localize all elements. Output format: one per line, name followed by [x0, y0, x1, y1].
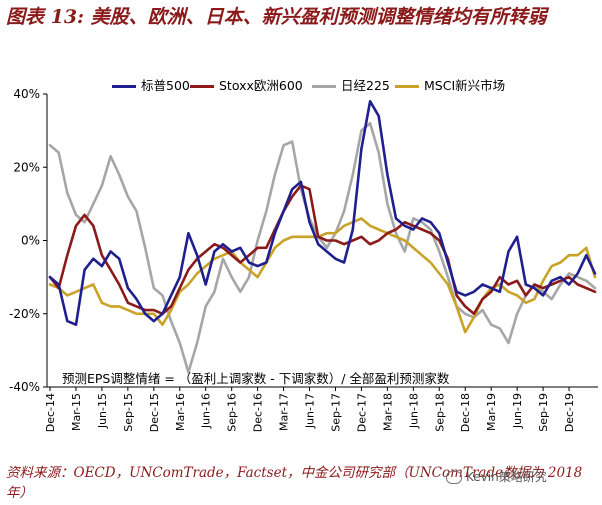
legend-label-msci-em: MSCI新兴市场 — [424, 78, 506, 93]
x-tick-label: Dec-17 — [355, 393, 368, 432]
x-tick-label: Sep-16 — [226, 393, 239, 432]
annotation-formula: 预测EPS调整情绪 = （盈利上调家数 - 下调家数）/ 全部盈利预测家数 — [62, 371, 450, 386]
legend: 标普500 Stoxx欧洲600 日经225 MSCI新兴市场 — [0, 75, 602, 93]
watermark: Kevin策略研究 — [446, 468, 547, 485]
x-tick-label: Sep-19 — [537, 393, 550, 432]
x-tick-label: Jun-18 — [407, 393, 420, 429]
legend-label-sp500: 标普500 — [141, 78, 190, 93]
legend-item-msci-em: MSCI新兴市场 — [395, 75, 505, 94]
legend-swatch-msci-em — [395, 85, 419, 88]
x-tick-label: Mar-17 — [278, 393, 291, 431]
wechat-icon — [446, 471, 462, 484]
x-tick-label: Jun-16 — [200, 393, 213, 429]
series-line-0 — [48, 100, 597, 327]
legend-label-nikkei225: 日经225 — [341, 78, 390, 93]
legend-swatch-stoxx600 — [190, 85, 214, 88]
y-tick-label: 20% — [13, 160, 40, 174]
source-note: 资料来源：OECD，UNComTrade，Factset，中金公司研究部（UNC… — [6, 465, 583, 501]
x-tick-label: Dec-19 — [563, 393, 576, 432]
y-tick-label: 0% — [21, 234, 40, 248]
series-line-3 — [48, 217, 597, 334]
y-tick-label: -40% — [9, 380, 40, 394]
legend-label-stoxx600: Stoxx欧洲600 — [219, 78, 303, 93]
legend-item-nikkei225: 日经225 — [312, 75, 390, 94]
x-tick-label: Mar-18 — [381, 393, 394, 431]
watermark-text: Kevin策略研究 — [466, 470, 547, 484]
y-tick-label: 40% — [13, 87, 40, 101]
x-tick-label: Jun-17 — [304, 393, 317, 429]
x-tick-label: Mar-19 — [485, 393, 498, 431]
x-tick-label: Mar-16 — [174, 393, 187, 431]
legend-swatch-sp500 — [112, 85, 136, 88]
x-tick-label: Sep-15 — [122, 393, 135, 432]
series-line-2 — [48, 122, 597, 374]
x-tick-label: Dec-15 — [148, 393, 161, 432]
y-tick-label: -20% — [9, 307, 40, 321]
x-tick-label: Dec-16 — [252, 393, 265, 432]
x-tick-label: Dec-14 — [44, 393, 57, 432]
x-tick-label: Dec-18 — [459, 393, 472, 432]
legend-item-stoxx600: Stoxx欧洲600 — [190, 75, 303, 94]
x-tick-label: Jun-15 — [96, 393, 109, 429]
x-tick-label: Mar-15 — [70, 393, 83, 431]
x-tick-label: Sep-17 — [329, 393, 342, 432]
legend-swatch-nikkei225 — [312, 85, 336, 88]
x-tick-label: Sep-18 — [433, 393, 446, 432]
chart-title: 图表 13: 美股、欧洲、日本、新兴盈利预测调整情绪均有所转弱 — [6, 6, 547, 28]
x-tick-label: Jun-19 — [511, 393, 524, 429]
legend-item-sp500: 标普500 — [112, 75, 190, 94]
